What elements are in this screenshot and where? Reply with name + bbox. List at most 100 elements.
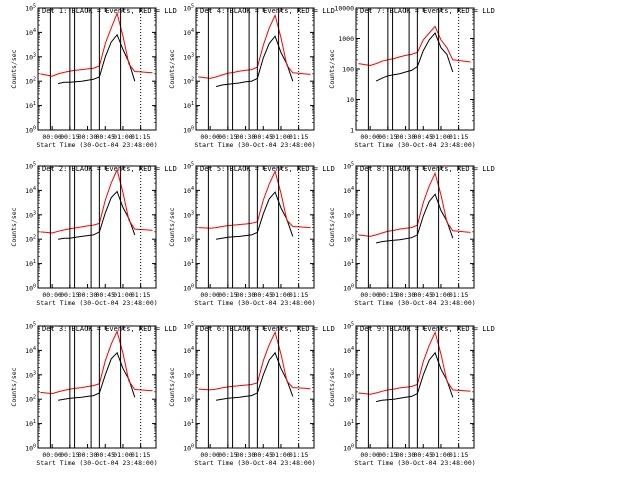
y-tick-label: 100 (25, 444, 36, 453)
x-tick-label: 01:15 (289, 133, 309, 141)
panel-title: Det 4: BLACK = Events, RED = LLD (200, 7, 335, 15)
series-lld (358, 330, 471, 395)
y-axis-label: Counts/sec (168, 49, 176, 88)
panel-det-9: Det 9: BLACK = Events, RED = LLD 100 101 10… (328, 322, 495, 468)
x-tick-label: 00:45 (413, 133, 433, 141)
panel-title: Det 2: BLACK = Events, RED = LLD (42, 165, 177, 173)
y-tick-label: 102 (183, 77, 194, 86)
y-tick-label: 102 (25, 77, 36, 86)
x-tick-label: 01:15 (131, 451, 151, 459)
x-tick-label: 00:45 (95, 291, 115, 299)
x-tick-label: 00:45 (253, 451, 273, 459)
x-tick-label: 00:00 (42, 291, 62, 299)
y-tick-label: 101 (183, 259, 194, 268)
y-tick-label: 103 (183, 52, 194, 61)
panel-title: Det 8: BLACK = Events, RED = LLD (360, 165, 495, 173)
series-lld (358, 171, 471, 237)
x-tick-label: 00:15 (378, 451, 398, 459)
x-tick-label: 01:15 (449, 133, 469, 141)
x-tick-label: 01:00 (113, 133, 133, 141)
y-tick-label: 100 (25, 284, 36, 293)
x-tick-label: 00:15 (60, 133, 80, 141)
x-tick-label: 01:15 (131, 133, 151, 141)
x-tick-label: 01:00 (271, 451, 291, 459)
x-tick-label: 00:30 (396, 133, 416, 141)
y-tick-label: 103 (183, 210, 194, 219)
y-axis-label: Counts/sec (328, 367, 336, 406)
x-tick-label: 00:45 (413, 451, 433, 459)
y-axis-label: Counts/sec (10, 49, 18, 88)
series-events (58, 351, 136, 401)
plot-frame (37, 165, 157, 289)
x-tick-label: 01:15 (289, 451, 309, 459)
series-events (58, 190, 136, 240)
series-lld (198, 169, 311, 229)
y-tick-label: 102 (343, 395, 354, 404)
panel-title: Det 9: BLACK = Events, RED = LLD (360, 325, 495, 333)
x-tick-label: 01:15 (131, 291, 151, 299)
panel-title: Det 1: BLACK = Events, RED = LLD (42, 7, 177, 15)
y-tick-label: 104 (183, 28, 194, 37)
x-tick-label: 00:45 (253, 133, 273, 141)
x-tick-label: 00:00 (42, 451, 62, 459)
x-axis-label: Start Time (30-Oct-04 23:48:00) (36, 459, 157, 467)
series-lld (40, 168, 153, 234)
y-tick-label: 103 (25, 370, 36, 379)
panel-det-2: Det 2: BLACK = Events, RED = LLD 100 101 10… (10, 162, 177, 308)
y-tick-label: 100 (183, 284, 194, 293)
x-tick-label: 00:15 (60, 291, 80, 299)
y-tick-label: 1 (350, 127, 354, 135)
y-tick-label: 100 (343, 444, 354, 453)
series-events (375, 193, 454, 244)
y-tick-label: 101 (25, 101, 36, 110)
panel-title: Det 3: BLACK = Events, RED = LLD (42, 325, 177, 333)
series-lld (358, 25, 471, 67)
x-tick-label: 00:45 (95, 133, 115, 141)
x-tick-label: 00:30 (396, 451, 416, 459)
x-axis-label: Start Time (30-Oct-04 23:48:00) (194, 299, 315, 307)
x-tick-label: 01:00 (431, 451, 451, 459)
y-tick-label: 104 (25, 186, 36, 195)
panel-title: Det 6: BLACK = Events, RED = LLD (200, 325, 335, 333)
x-tick-label: 00:15 (218, 451, 238, 459)
y-tick-label: 102 (25, 235, 36, 244)
y-tick-label: 103 (343, 370, 354, 379)
x-tick-label: 00:30 (78, 451, 98, 459)
y-tick-label: 101 (25, 259, 36, 268)
x-axis-label: Start Time (30-Oct-04 23:48:00) (36, 299, 157, 307)
x-tick-label: 00:15 (60, 451, 80, 459)
y-tick-label: 1000 (338, 35, 354, 43)
series-lld (40, 11, 153, 77)
plot-frame (355, 325, 475, 449)
series-events (57, 33, 136, 85)
y-tick-label: 102 (25, 395, 36, 404)
y-tick-label: 105 (25, 322, 36, 331)
x-tick-label: 01:00 (271, 133, 291, 141)
x-tick-label: 00:00 (200, 133, 220, 141)
plot-frame (37, 325, 157, 449)
plot-frame (195, 325, 315, 449)
y-tick-label: 100 (25, 126, 36, 135)
x-tick-label: 01:00 (431, 133, 451, 141)
x-axis-label: Start Time (30-Oct-04 23:48:00) (354, 141, 475, 149)
panel-det-8: Det 8: BLACK = Events, RED = LLD 100 101 10… (328, 162, 495, 308)
x-tick-label: 00:30 (78, 291, 98, 299)
y-tick-label: 100 (343, 284, 354, 293)
x-tick-label: 00:00 (200, 451, 220, 459)
panel-det-5: Det 5: BLACK = Events, RED = LLD 100 101 10… (168, 162, 335, 308)
y-tick-label: 104 (25, 28, 36, 37)
x-tick-label: 00:45 (253, 291, 273, 299)
x-tick-label: 01:00 (113, 291, 133, 299)
x-axis-label: Start Time (30-Oct-04 23:48:00) (354, 299, 475, 307)
y-axis-label: Counts/sec (168, 367, 176, 406)
x-tick-label: 00:15 (378, 291, 398, 299)
plot-frame (355, 165, 475, 289)
y-tick-label: 10 (346, 96, 354, 104)
x-tick-label: 01:15 (289, 291, 309, 299)
panel-det-6: Det 6: BLACK = Events, RED = LLD 100 101 10… (168, 322, 335, 468)
x-tick-label: 00:30 (236, 133, 256, 141)
plot-frame (355, 7, 475, 131)
y-axis-label: Counts/sec (328, 207, 336, 246)
y-tick-label: 103 (25, 52, 36, 61)
